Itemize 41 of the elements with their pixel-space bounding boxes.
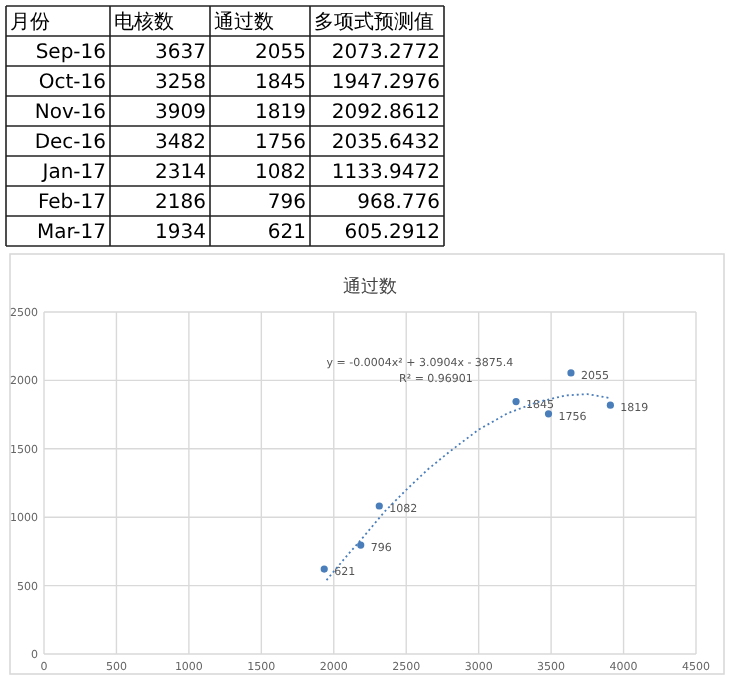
data-label: 2035.6432 bbox=[331, 132, 440, 154]
text: 月份 bbox=[10, 12, 50, 34]
data-label: 1819 bbox=[255, 102, 306, 124]
data-label: 3909 bbox=[155, 102, 206, 124]
text: 通过数 bbox=[214, 10, 274, 34]
data-label: 1756 bbox=[255, 132, 306, 154]
category-label: Jan-17 bbox=[40, 162, 106, 184]
point bbox=[375, 502, 383, 510]
category-label: Mar-17 bbox=[36, 222, 106, 244]
data-label: 2055 bbox=[255, 42, 306, 64]
data-label: 796 bbox=[267, 192, 306, 214]
point bbox=[512, 398, 520, 406]
data-label: 1082 bbox=[255, 162, 306, 184]
data-label: 2092.8612 bbox=[331, 102, 440, 124]
text: 电核数 bbox=[114, 10, 174, 34]
data-label: 1947.2976 bbox=[331, 72, 440, 94]
point bbox=[544, 410, 553, 418]
point bbox=[567, 369, 575, 377]
category-label: Sep-16 bbox=[35, 42, 106, 64]
category-label: Feb-17 bbox=[37, 192, 106, 214]
line-series bbox=[325, 393, 612, 582]
data-label: 605.2912 bbox=[344, 222, 440, 244]
data-label: 3258 bbox=[155, 72, 206, 94]
point bbox=[320, 565, 328, 573]
data-label: 3482 bbox=[155, 132, 206, 154]
point bbox=[606, 401, 614, 409]
data-label: 1845 bbox=[255, 72, 306, 94]
point bbox=[357, 541, 365, 549]
text: 多项式预测值 bbox=[314, 10, 434, 34]
data-label: 2186 bbox=[155, 192, 206, 214]
data-label: 2314 bbox=[155, 162, 206, 184]
data-label: 2073.2772 bbox=[331, 42, 440, 64]
data-label: 968.776 bbox=[357, 192, 440, 214]
data-label: 1934 bbox=[155, 222, 206, 244]
data-label: 621 bbox=[267, 222, 306, 244]
category-label: Oct-16 bbox=[38, 72, 106, 94]
chart-title: 通过数 bbox=[343, 276, 397, 298]
category-label: Dec-16 bbox=[34, 132, 106, 154]
data-label: 3637 bbox=[155, 42, 206, 64]
category-label: Nov-16 bbox=[34, 102, 106, 124]
data-label: 1133.9472 bbox=[331, 162, 440, 184]
